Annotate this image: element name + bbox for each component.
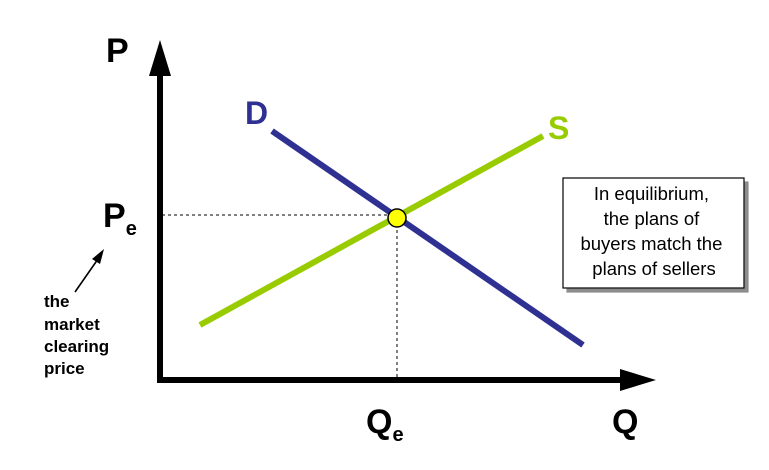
price-label-main: P [103, 197, 126, 235]
annotation-line: market [44, 315, 100, 334]
quantity-label-main: Q [366, 403, 392, 441]
annotation-arrow-shaft [74, 258, 99, 293]
callout-box [562, 177, 745, 289]
equilibrium-point [387, 208, 407, 228]
demand-label: D [245, 95, 268, 131]
annotation-line: clearing [44, 337, 109, 356]
demand-curve [270, 128, 585, 348]
supply-curve [198, 133, 545, 328]
quantity-label-subscript: e [392, 424, 403, 446]
price-label-subscript: e [126, 218, 137, 240]
x-axis-arrowhead [620, 369, 656, 391]
equilibrium-quantity-label: Qe [366, 403, 404, 446]
annotation-line: price [44, 359, 85, 378]
equilibrium-price-label: Pe [103, 197, 137, 240]
callout-line: plans of sellers [592, 258, 715, 279]
callout-line: In equilibrium, [594, 183, 709, 204]
callout-text: In equilibrium, the plans of buyers matc… [580, 183, 727, 279]
y-axis-title: P [106, 32, 129, 70]
market-clearing-annotation: the market clearing price [44, 292, 114, 378]
callout-line: buyers match the [580, 233, 722, 254]
y-axis-arrowhead [149, 40, 171, 76]
annotation-arrowhead [92, 249, 104, 264]
supply-label: S [548, 110, 569, 146]
annotation-line: the [44, 292, 70, 311]
callout-line: the plans of [604, 208, 701, 229]
x-axis-title: Q [612, 403, 638, 441]
